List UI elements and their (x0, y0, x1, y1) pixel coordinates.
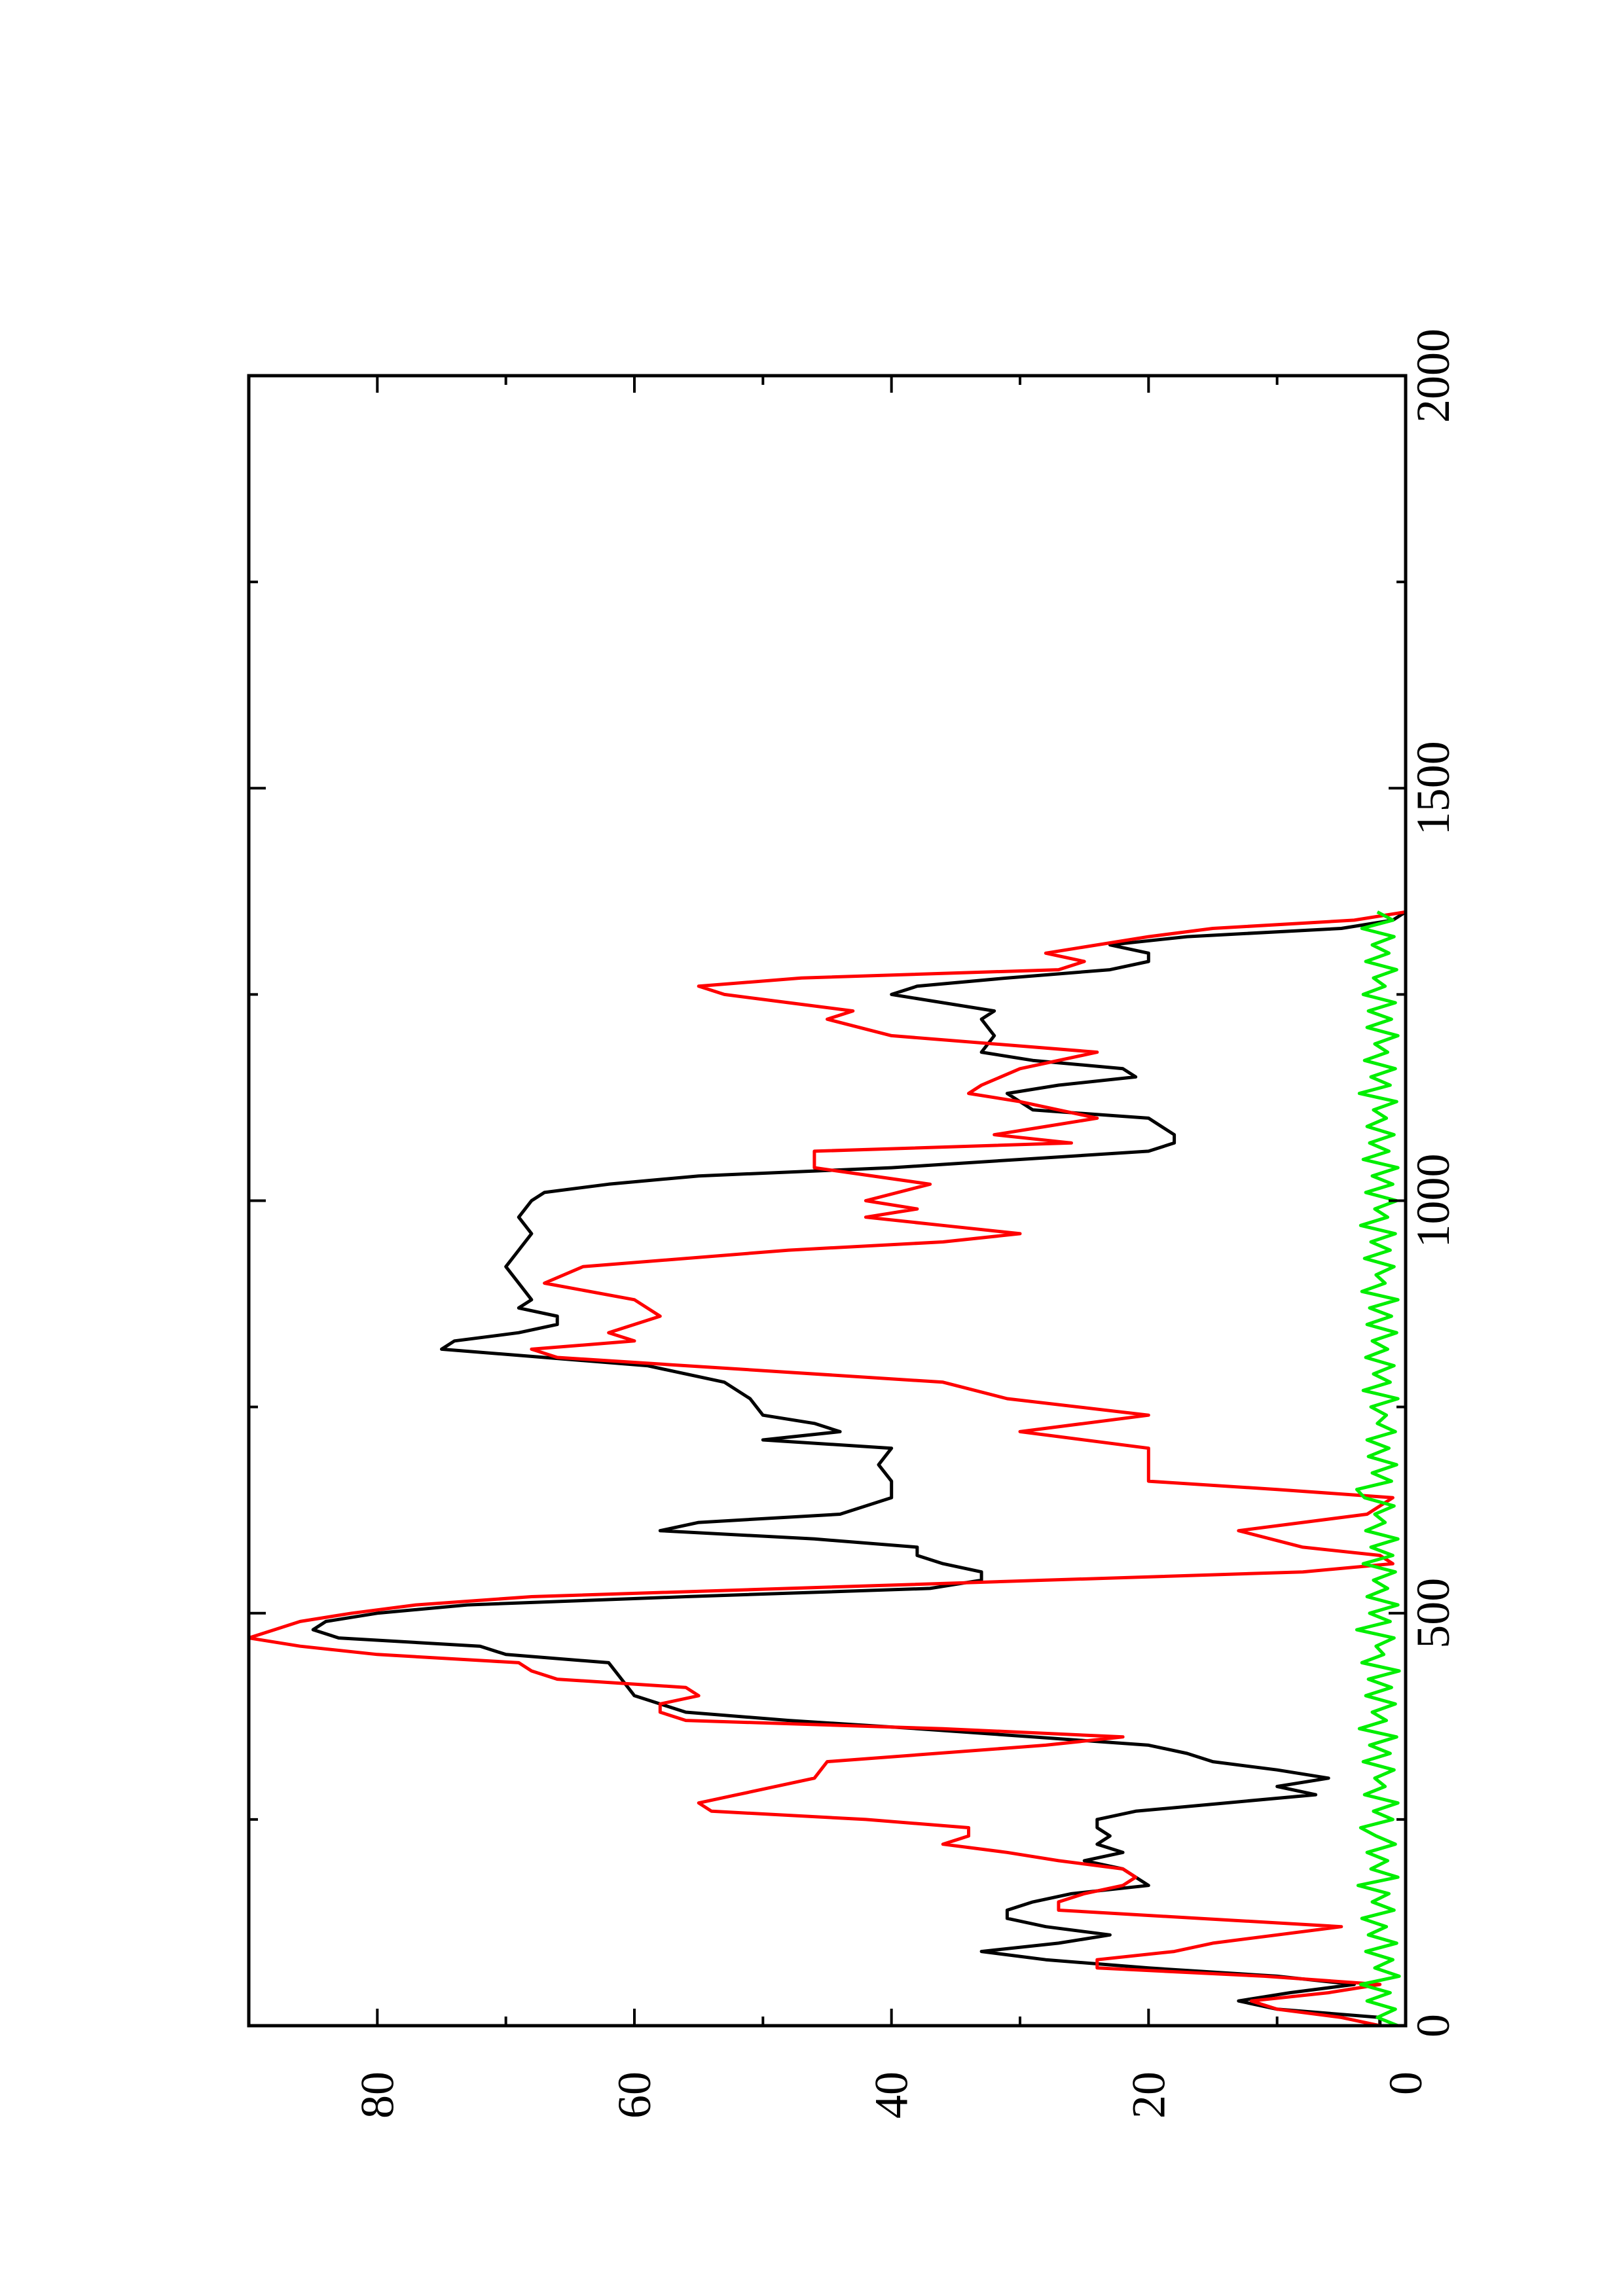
series-line-2 (247, 910, 1406, 2028)
x-tick-label: 2000 (1407, 329, 1459, 423)
x-tick-label: 1500 (1407, 741, 1459, 835)
y-tick-label: 0 (1379, 2072, 1432, 2095)
x-tick-label: 1000 (1407, 1154, 1459, 1248)
x-tick-label: 500 (1407, 1578, 1459, 1649)
y-tick-label: 20 (1122, 2072, 1175, 2119)
tick-layer (247, 374, 1407, 2027)
series-layer (247, 910, 1407, 2028)
x-tick-label: 0 (1407, 2014, 1459, 2037)
plot-frame (247, 374, 1408, 2028)
series-line-3 (1355, 910, 1401, 2028)
label-layer: 0 500 1000 1500 2000 0 20 40 60 80 (351, 329, 1459, 2119)
y-tick-label: 40 (866, 2072, 918, 2119)
y-tick-label: 60 (608, 2072, 661, 2119)
y-tick-label: 80 (351, 2072, 403, 2119)
series-line-1 (311, 910, 1407, 2026)
